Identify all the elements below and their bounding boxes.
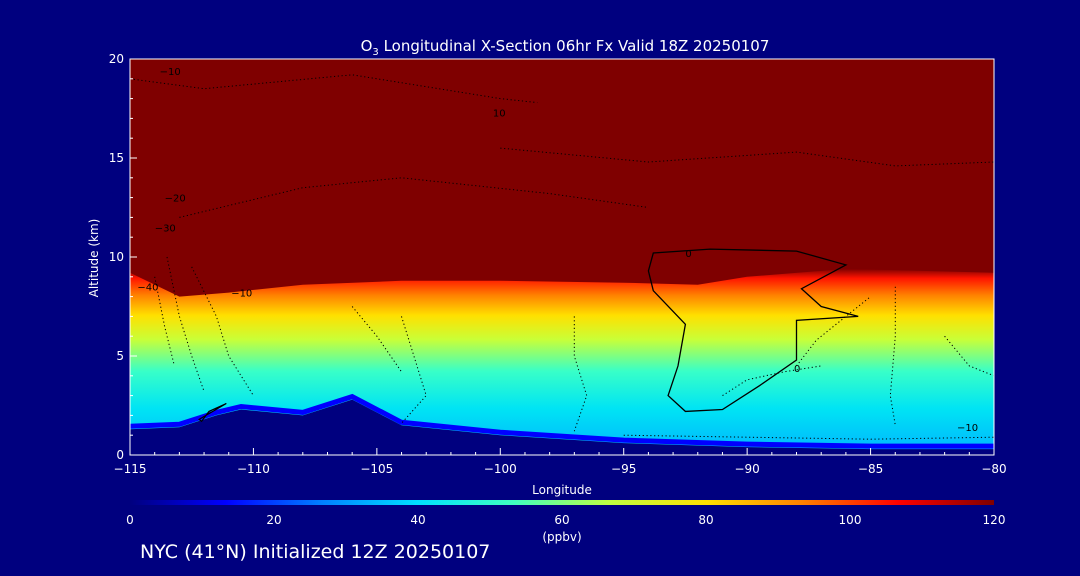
colorbar: 0 20 40 60 80 100 120: [126, 500, 1005, 527]
contour-line-dotted: [179, 177, 649, 218]
y-tick-label: 15: [109, 151, 124, 165]
terrain-region: [130, 399, 994, 455]
x-axis: −115 −110 −105 −100 −95 −90 −85 −80: [114, 448, 1007, 476]
x-tick-label: −110: [237, 462, 270, 476]
x-tick-label: −95: [611, 462, 636, 476]
contour-line-dotted: [573, 316, 588, 432]
contour-line-dotted: [154, 276, 175, 367]
contour-label: −40: [137, 283, 158, 294]
colorbar-tick-label: 100: [839, 513, 862, 527]
x-tick-label: −90: [734, 462, 759, 476]
x-tick-label: −105: [360, 462, 393, 476]
contour-label: −10: [957, 423, 978, 434]
x-axis-label: Longitude: [532, 483, 592, 497]
contour-label: 0: [685, 249, 691, 260]
contour-line-small-loop: [198, 402, 227, 423]
contour-line-dotted: [796, 296, 871, 367]
y-tick-label: 5: [116, 349, 124, 363]
y-tick-label: 20: [109, 52, 124, 66]
plot-area: −10 10 −20 −30 −40 −10 0 0 −10: [130, 59, 994, 455]
colorbar-tick-label: 0: [126, 513, 134, 527]
x-tick-label: −85: [858, 462, 883, 476]
colorbar-tick-label: 60: [554, 513, 569, 527]
contour-label: −10: [160, 67, 181, 78]
x-tick-label: −115: [114, 462, 147, 476]
contour-line-dotted: [500, 147, 994, 167]
contour-line-dotted: [191, 266, 254, 396]
y-axis: 0 5 10 15 20: [109, 52, 137, 462]
colorbar-units: (ppbv): [542, 530, 581, 544]
colorbar-gradient: [130, 500, 994, 505]
contour-label: 10: [493, 108, 506, 119]
contour-label: −20: [165, 194, 186, 205]
contour-line-dotted: [944, 335, 994, 377]
contour-line-dotted: [351, 306, 402, 373]
contour-line-zero: [647, 248, 859, 413]
y-tick-label: 0: [116, 448, 124, 462]
terrain-edge: [130, 393, 994, 449]
title-subscript: 3: [372, 47, 378, 58]
colorbar-tick-label: 80: [698, 513, 713, 527]
contour-label: −10: [231, 289, 252, 300]
colorbar-tick-label: 40: [410, 513, 425, 527]
x-tick-label: −80: [981, 462, 1006, 476]
x-tick-label: −100: [484, 462, 517, 476]
y-axis-label: Altitude (km): [87, 219, 101, 298]
chart-title: O3 Longitudinal X-Section 06hr Fx Valid …: [361, 37, 770, 58]
colorbar-tick-label: 20: [266, 513, 281, 527]
contour-label: −30: [155, 223, 176, 234]
colorbar-tick-label: 120: [983, 513, 1006, 527]
contour-label: 0: [794, 364, 800, 375]
contour-line-dotted: [623, 434, 994, 440]
contour-line-dotted: [130, 74, 538, 104]
initialization-caption: NYC (41°N) Initialized 12Z 20250107: [140, 541, 491, 563]
y-tick-label: 10: [109, 250, 124, 264]
